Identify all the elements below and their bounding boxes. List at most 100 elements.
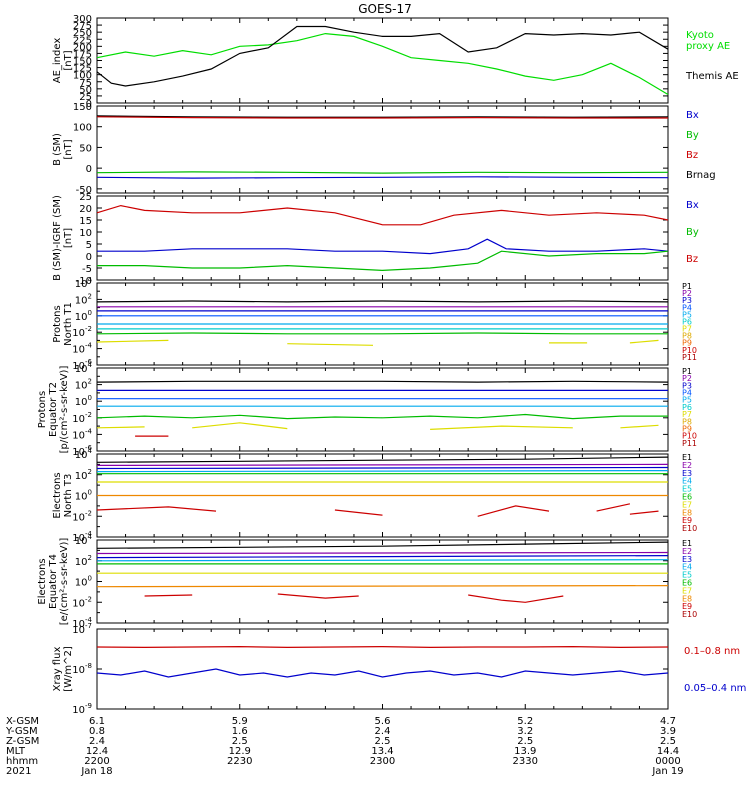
y-tick-label: 10-7 (72, 622, 92, 636)
series-line-p8 (287, 343, 374, 346)
channel-label: P11 (682, 353, 697, 362)
legend-label: 0.1–0.8 nm (684, 646, 740, 657)
series-line-p1 (96, 300, 669, 303)
y-tick-label: 10 (79, 228, 92, 239)
ephemeris-value: 2.5 (375, 736, 391, 747)
y-tick-label: 75 (79, 78, 92, 89)
series-line-bz (96, 116, 668, 119)
series-line-e4 (96, 470, 669, 473)
series-line-bx (97, 238, 669, 255)
channel-label: P6 (682, 403, 692, 412)
channel-label: E9 (682, 516, 692, 525)
ephemeris-value: 12.4 (86, 746, 108, 757)
channel-label: E8 (682, 508, 692, 517)
y-tick-label: 275 (73, 21, 92, 32)
channel-label: P1 (682, 282, 692, 291)
ephemeris-value: 2.5 (660, 736, 676, 747)
legend-label: 0.05–0.4 nm (684, 683, 746, 694)
ephemeris-value: 2230 (227, 756, 252, 767)
y-axis-label: ProtonsEquator T2[p/(cm²-s-sr-keV)] (37, 366, 70, 454)
y-tick-label: 104 (75, 276, 93, 290)
y-tick-label: 100 (75, 575, 92, 589)
channel-label: P8 (682, 417, 692, 426)
panel-p_equator: 10-6 10-4 10-2 100 102 104 ProtonsEquator T2[p… (37, 361, 697, 458)
ephemeris-row-label: X-GSM (6, 716, 39, 727)
ephemeris-value: 4.7 (660, 716, 676, 727)
channel-label: P10 (682, 432, 697, 441)
series-line-e9 (629, 510, 659, 515)
plot-area (96, 115, 669, 179)
series-line-e1 (96, 541, 669, 549)
channel-label: P3 (682, 296, 692, 305)
panel-frame (96, 105, 669, 194)
y-tick-label: 100 (75, 309, 92, 323)
series-line-e9 (277, 593, 359, 599)
series-line-0-1-0-8-nm (96, 645, 669, 649)
panel-bsm: -50 0 50 100 150 B (SM)[nT] Bx By Bz Brnag (52, 102, 716, 196)
panel-e_equator: 10-4 10-2 100 102 104 ElectronsEquator T4[e/(… (37, 533, 697, 630)
series-line-p8 (629, 339, 659, 344)
series-line-e9 (334, 509, 383, 516)
y-tick-label: 10-6 (72, 358, 92, 372)
channel-label: E9 (682, 602, 692, 611)
series-line-by (96, 171, 669, 174)
plot-area (96, 25, 669, 96)
ephemeris-row-label: hhmm (6, 756, 38, 767)
series-line-themis-ae (96, 25, 669, 87)
channel-label: P3 (682, 381, 692, 390)
legend-label: By (686, 227, 699, 238)
y-tick-label: 50 (79, 85, 92, 96)
series-line-p8 (96, 426, 145, 429)
y-tick-label: 10-9 (72, 702, 92, 716)
series-line-e8 (96, 584, 669, 588)
series-line-e2 (96, 463, 669, 466)
series-line-p8 (430, 425, 573, 430)
channel-label: E3 (682, 469, 692, 478)
channel-label: E6 (682, 579, 692, 588)
y-tick-label: 10-4 (72, 616, 92, 630)
series-line-p8 (620, 424, 659, 429)
channel-label: E7 (682, 500, 692, 509)
series-line-0-05-0-4-nm (96, 668, 669, 678)
legend-label: Bx (686, 110, 699, 121)
legend-label: proxy AE (686, 41, 730, 52)
series-line-kyoto-proxy-ae (96, 32, 669, 96)
ephemeris-value: 3.2 (517, 726, 533, 737)
y-tick-label: 10-4 (72, 427, 92, 441)
channel-label: E7 (682, 586, 692, 595)
ephemeris-table: X-GSMY-GSMZ-GSMMLThhmm20216.10.82.412.42… (5, 716, 684, 777)
plot-area (96, 645, 669, 678)
ephemeris-value: Jan 18 (80, 766, 112, 777)
y-tick-label: 25 (79, 192, 92, 203)
ephemeris-value: 5.9 (232, 716, 248, 727)
channel-label: P5 (682, 310, 692, 319)
y-axis-label: B (SM)-IGRF (SM)[nT] (52, 195, 74, 281)
series-line-bx (96, 176, 669, 179)
y-axis-label: Xray flux[W/m^2] (52, 646, 74, 692)
plot-area (96, 380, 669, 437)
ephemeris-value: 2.5 (232, 736, 248, 747)
y-tick-label: 10-8 (72, 662, 92, 676)
y-tick-label: 0 (86, 164, 92, 175)
channel-label: E2 (682, 461, 692, 470)
channel-label: P7 (682, 410, 692, 419)
series-line-bz (96, 204, 669, 226)
legend-label: Bz (686, 150, 698, 161)
ephemeris-value: 2200 (84, 756, 109, 767)
y-tick-label: 150 (73, 102, 92, 113)
y-tick-label: 104 (75, 447, 93, 461)
y-tick-label: 10-2 (72, 325, 92, 339)
ephemeris-value: 13.9 (514, 746, 536, 757)
channel-label: E4 (682, 477, 692, 486)
ephemeris-value: 2330 (513, 756, 538, 767)
y-tick-label: 5 (86, 240, 92, 251)
y-tick-label: 10-6 (72, 444, 92, 458)
plot-area (96, 456, 669, 517)
channel-label: E10 (682, 610, 697, 619)
ephemeris-value: 6.1 (89, 716, 105, 727)
y-tick-label: 175 (73, 49, 92, 60)
y-tick-label: 200 (73, 42, 92, 53)
panel-xray: 10-9 10-8 10-7 Xray flux[W/m^2] 0.1–0.8 nm 0.… (52, 622, 746, 716)
